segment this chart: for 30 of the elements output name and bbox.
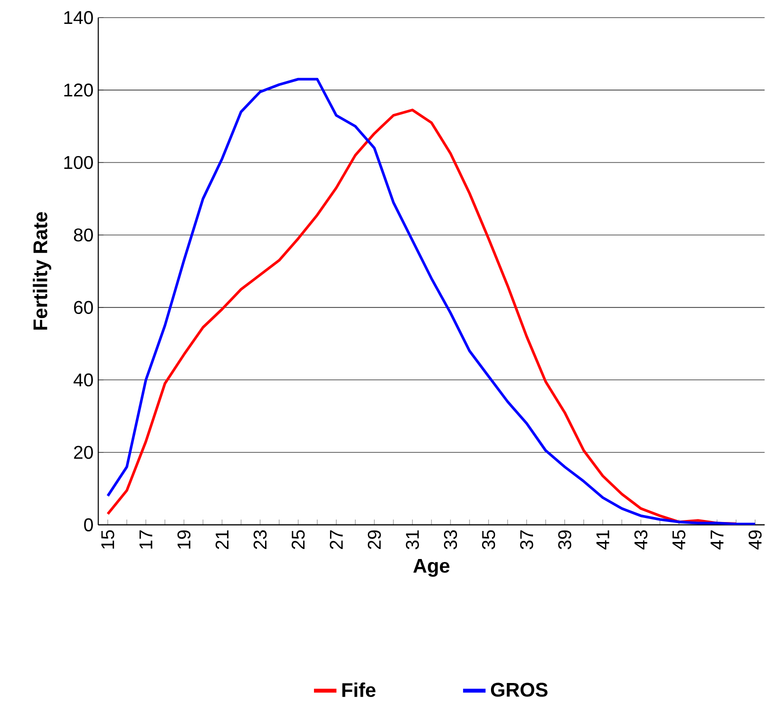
x-tick-label: 33 xyxy=(444,530,458,550)
x-tick-label: 15 xyxy=(101,530,114,549)
x-tick-label: 25 xyxy=(292,530,305,550)
y-axis-title: Fertility Rate xyxy=(32,212,52,330)
y-tick-label: 40 xyxy=(74,373,93,386)
x-tick-label: 41 xyxy=(596,530,610,550)
x-tick-label: 43 xyxy=(634,530,648,550)
y-tick-label: 120 xyxy=(64,84,93,97)
y-tick-label: 20 xyxy=(74,446,93,459)
y-tick-label: 140 xyxy=(64,11,93,24)
x-tick-label: 23 xyxy=(254,530,267,550)
x-tick-label: 49 xyxy=(748,530,762,550)
x-tick-label: 37 xyxy=(520,530,534,550)
x-tick-label: 19 xyxy=(177,530,190,549)
y-tick-label: 60 xyxy=(74,300,93,314)
legend-label: GROS xyxy=(490,682,548,697)
x-tick-label: 27 xyxy=(330,530,343,550)
y-tick-label: 80 xyxy=(74,228,93,242)
x-tick-label: 35 xyxy=(482,530,496,550)
y-tick-label: 100 xyxy=(64,156,93,170)
x-tick-label: 47 xyxy=(710,530,724,550)
y-tick-label: 0 xyxy=(84,518,93,532)
x-tick-label: 29 xyxy=(368,530,381,550)
x-tick-label: 45 xyxy=(672,530,686,550)
legend-label: Fife xyxy=(342,682,376,698)
x-axis-title: Age xyxy=(413,559,450,577)
x-tick-label: 39 xyxy=(558,530,572,550)
x-tick-label: 21 xyxy=(216,530,228,550)
x-tick-label: 17 xyxy=(140,530,152,549)
x-tick-label: 31 xyxy=(406,530,419,550)
